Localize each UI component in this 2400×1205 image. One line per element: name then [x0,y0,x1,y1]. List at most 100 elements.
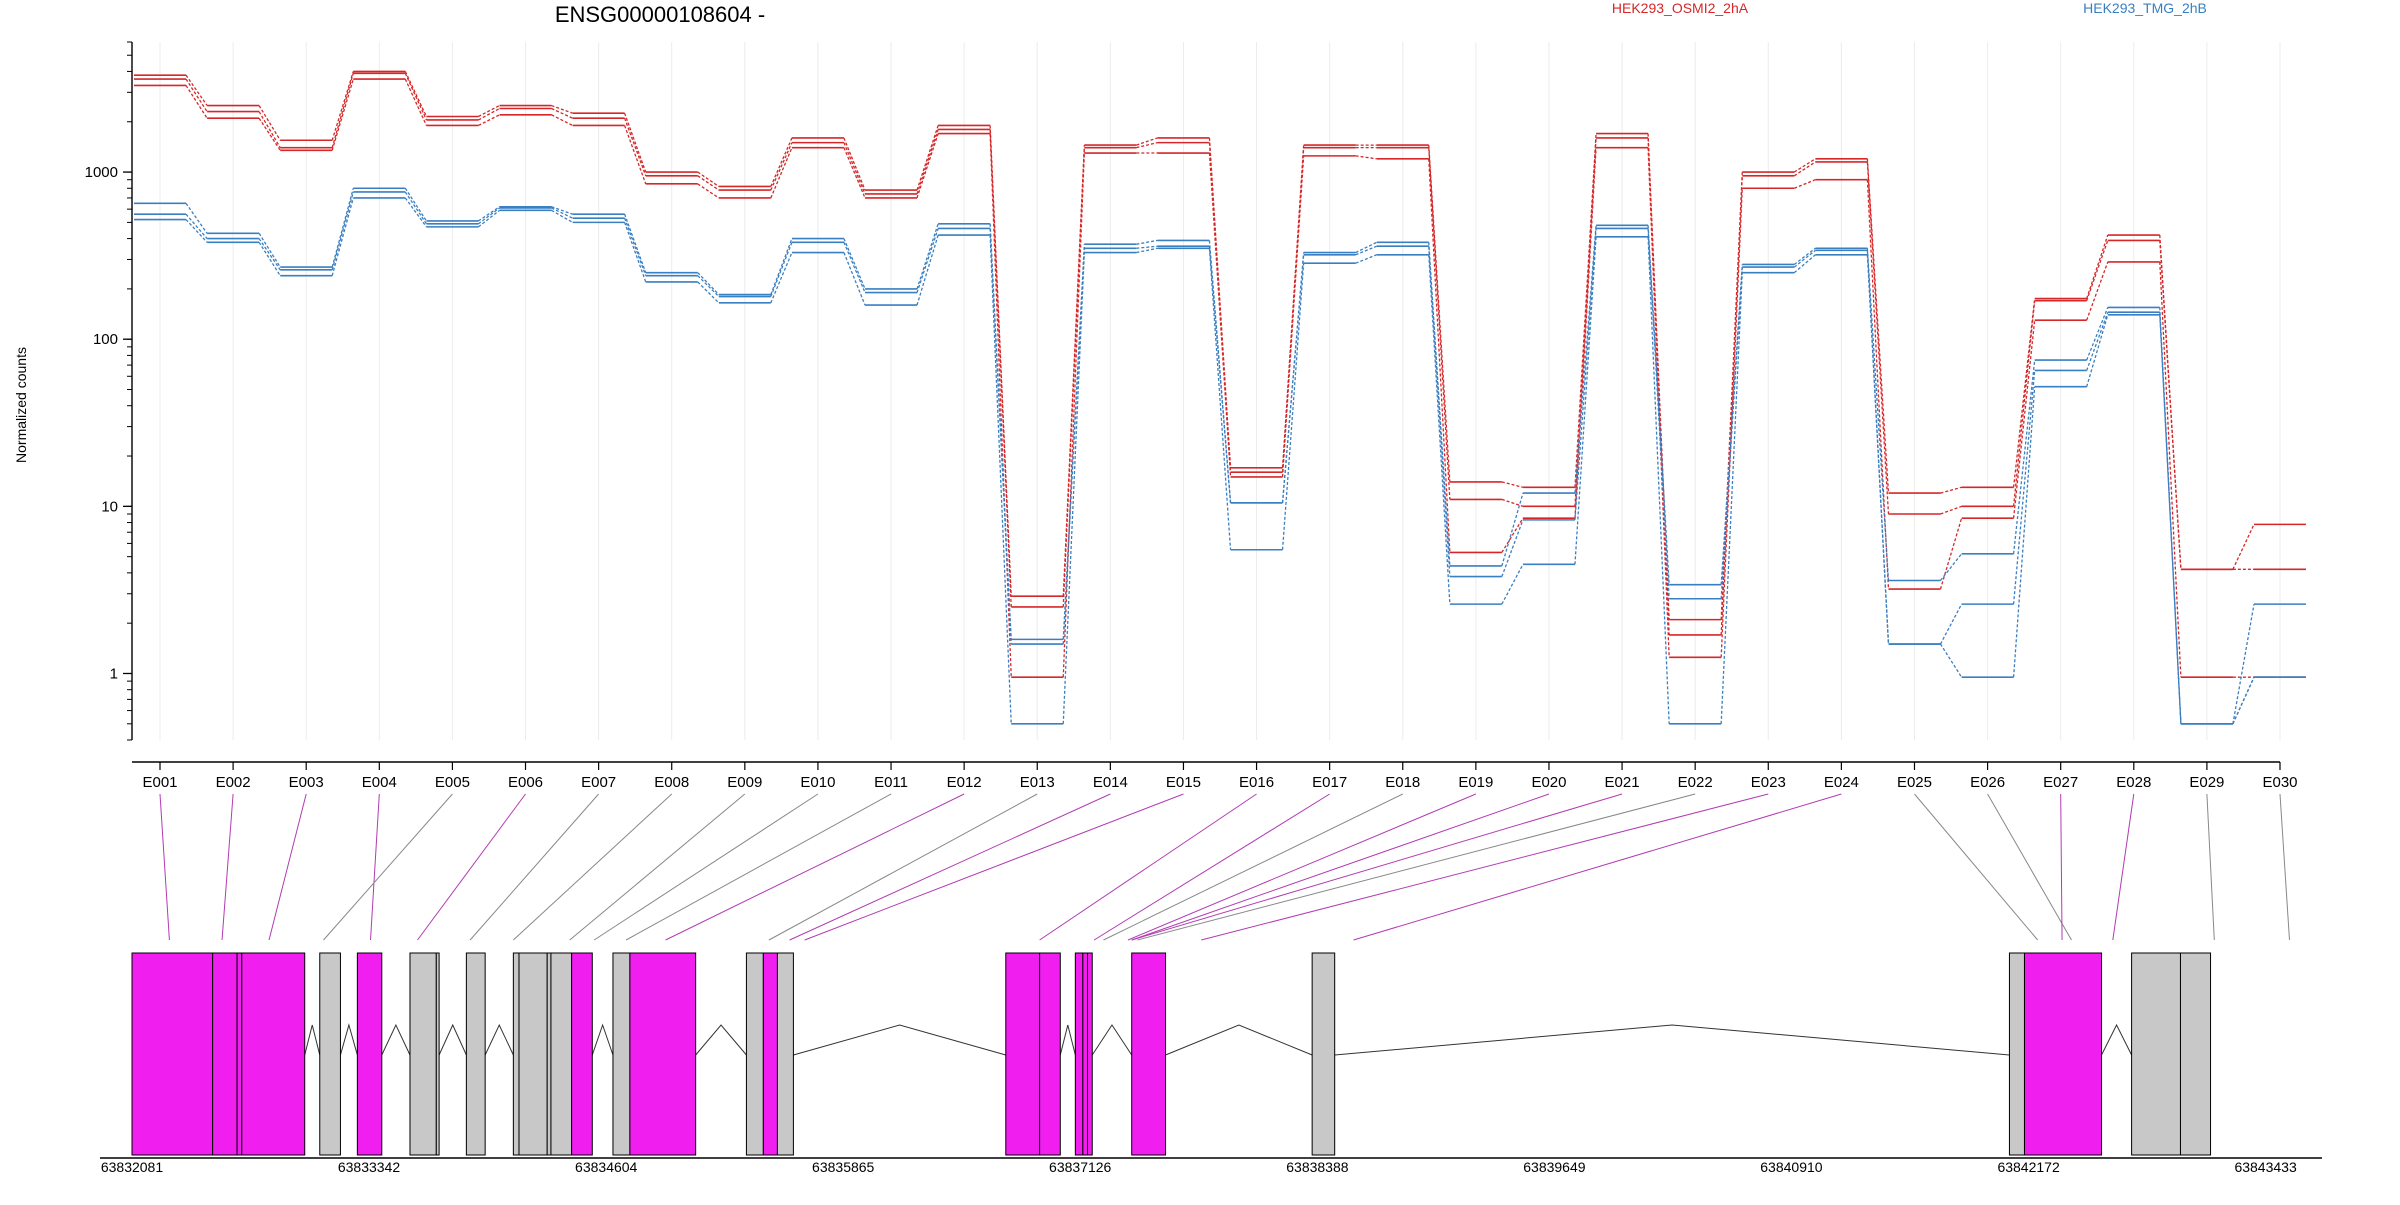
exon-connector [185,85,208,119]
exon-connector [1574,133,1597,488]
exon-connector [1940,505,1962,515]
link-e010 [593,793,819,941]
link-e011 [625,793,892,941]
exon-connector [843,252,866,306]
exon-block [612,952,631,1156]
exon-block [2023,952,2103,1156]
exon-connector [1136,247,1158,254]
exon-connector [1281,254,1305,503]
exon-connector [1793,254,1816,274]
exon-block [762,952,778,1156]
exon-connector [551,114,573,127]
exon-tick-labels: E001 E002 E003 E004 E005 E006 E007 E008 E009 E010… [142,762,2298,791]
exon-connector [2159,314,2182,724]
chart-title: ENSG00000108604 - [555,2,765,27]
exon-block [2008,952,2025,1156]
exon-block [319,952,341,1156]
link-e022 [1137,793,1696,941]
exon-block [212,952,238,1156]
exon-connector [1428,145,1451,482]
x-tick-label-e024: E024 [1824,774,1859,791]
exon-connector [2012,370,2036,605]
intron-line [793,1024,1006,1056]
exon-connector [1720,272,1743,724]
exon-connector [1647,133,1670,620]
exon-connector [551,206,573,215]
y-tick-label: 10 [101,498,118,515]
exon-connector [697,175,720,191]
exon-connector [1136,245,1158,249]
intron-line [695,1024,747,1056]
exon-connector [1355,155,1377,160]
exon-block [1087,952,1093,1156]
exon-block [2179,952,2212,1156]
x-tick-label-e022: E022 [1678,774,1713,791]
x-tick-label-e006: E006 [508,774,543,791]
exon-connector [185,213,208,239]
x-tick-label-e023: E023 [1751,774,1786,791]
exon-connector [331,188,354,268]
exon-block [571,952,593,1156]
exon-connector [916,223,939,290]
link-e008 [513,793,673,941]
exon-connector [1574,236,1597,565]
link-e021 [1131,793,1623,941]
exon-block [1074,952,1084,1156]
exon-connector [258,232,281,268]
exon-connector [1939,517,1963,590]
exon-connector [1428,147,1451,500]
exon-connector [697,272,720,295]
exon-connector [404,191,427,225]
exon-block [1039,952,1061,1156]
exon-connector [185,202,208,234]
link-e018 [1103,793,1403,941]
genomic-tick-label: 63837126 [1049,1159,1112,1175]
exon-block [236,952,243,1156]
exon-connector [697,281,720,304]
x-tick-label-e030: E030 [2262,774,2297,791]
exon-connector [1574,225,1597,494]
exon-connector [1793,249,1816,268]
genomic-tick-label: 63835865 [812,1159,875,1175]
x-tick-label-e016: E016 [1239,774,1274,791]
link-e006 [417,793,526,941]
x-tick-label-e029: E029 [2189,774,2224,791]
exon-connector [697,275,720,297]
exon-connector [1208,142,1232,473]
link-e014 [789,793,1111,941]
series-2 [134,72,2306,636]
x-tick-label-e017: E017 [1312,774,1347,791]
exon-connector [1720,188,1743,658]
exon-connector [1501,517,1524,553]
x-tick-label-e012: E012 [947,774,982,791]
exon-block [356,952,383,1156]
link-e004 [370,793,380,941]
exon-connector [2159,261,2182,678]
y-tick-label: 1000 [85,164,118,181]
exon-connector [1866,248,1890,581]
exon-connector [2086,314,2109,387]
exon-connector [1208,248,1232,550]
exon-connector [478,107,500,121]
exon-connector [1720,267,1743,599]
series-5 [134,191,2306,725]
genomic-tick-label: 63843433 [2234,1159,2297,1175]
exon-connector [1501,492,1524,567]
link-e020 [1131,793,1550,941]
x-tick-label-e027: E027 [2043,774,2078,791]
exon-connector [843,147,866,199]
exon-connector [1501,498,1524,507]
link-e009 [569,793,746,941]
gene-model [131,952,2212,1156]
exon-connector [404,197,427,228]
exon-connector [770,252,793,304]
exon-connector [404,78,428,126]
exon-connector [1647,137,1670,635]
exon-connector [1062,248,1085,645]
exon-connector [843,242,866,293]
exon-connector [624,117,647,177]
exon-block [131,952,214,1156]
y-tick-label: 100 [93,331,118,348]
exon-connector [1939,643,1963,678]
exon-connector [624,112,647,173]
